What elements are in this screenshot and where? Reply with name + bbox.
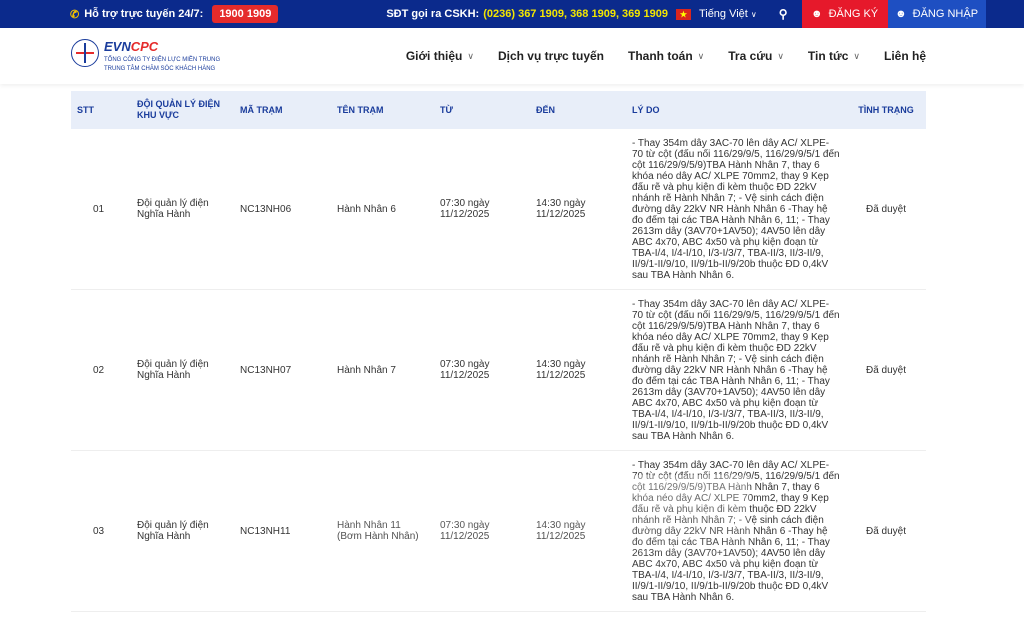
support-label: Hỗ trợ trực tuyến 24/7: <box>84 8 204 20</box>
column-header: ĐẾN <box>530 91 626 129</box>
nav-item-3[interactable]: Tra cứu ∨ <box>728 49 784 63</box>
cell-status: Đã duyệt <box>846 129 926 290</box>
logo[interactable]: EVNCPC TỔNG CÔNG TY ĐIỆN LỰC MIỀN TRUNG … <box>71 38 221 74</box>
language-selector[interactable]: Tiếng Việt ∨ <box>699 8 757 20</box>
column-header: STT <box>71 91 131 129</box>
cell-name: Hành Nhân 6 <box>331 129 434 290</box>
nav-item-0[interactable]: Giới thiệu ∨ <box>406 49 474 63</box>
chevron-down-icon: ∨ <box>777 50 784 61</box>
cell-code: NC13NH07 <box>234 289 331 451</box>
language-label: Tiếng Việt <box>698 8 748 20</box>
cskh-label: SĐT gọi ra CSKH: <box>386 8 480 20</box>
chevron-down-icon: ∨ <box>467 50 474 61</box>
user-icon: ☻ <box>895 8 907 20</box>
nav-label: Giới thiệu <box>405 49 463 63</box>
nav-item-4[interactable]: Tin tức ∨ <box>808 49 860 63</box>
nav-item-2[interactable]: Thanh toán ∨ <box>628 49 704 63</box>
nav-item-5[interactable]: Liên hệ <box>884 49 926 63</box>
nav-label: Tra cứu <box>728 49 773 63</box>
cell-name: Hành Nhân 11 (Bơm Hành Nhân) <box>331 450 434 612</box>
phone-icon: ✆ <box>70 8 80 21</box>
site-header: EVNCPC TỔNG CÔNG TY ĐIỆN LỰC MIỀN TRUNG … <box>0 28 1024 84</box>
column-header: TÊN TRẠM <box>331 91 434 129</box>
table-header-row: STT ĐỘI QUẢN LÝ ĐIỆN KHU VỰC MÃ TRẠM TÊN TR… <box>71 91 926 129</box>
nav-label: Thanh toán <box>628 49 693 63</box>
search-icon[interactable]: ⚲ <box>778 7 788 21</box>
cell-from: 07:30 ngày 11/12/2025 <box>434 450 530 612</box>
cell-to: 14:30 ngày 11/12/2025 <box>530 289 626 451</box>
nav-label: Dịch vụ trực tuyến <box>497 49 604 63</box>
cell-team: Đội quản lý điện Nghĩa Hành <box>131 289 234 451</box>
chevron-down-icon: ∨ <box>853 50 860 61</box>
login-button[interactable]: ☻ ĐĂNG NHẬP <box>887 0 986 28</box>
nav-label: Tin tức <box>807 49 849 63</box>
user-icon: ☻ <box>811 8 823 20</box>
cell-team: Đội quản lý điện Nghĩa Hành <box>131 129 234 290</box>
cell-reason: - Thay 354m dây 3AC-70 lên dây AC/ XLPE-… <box>626 129 846 290</box>
cell-from: 07:30 ngày 11/12/2025 <box>434 289 530 451</box>
top-bar: ✆ Hỗ trợ trực tuyến 24/7: 1900 1909 SĐT … <box>0 0 1024 28</box>
main-nav: Giới thiệu ∨ Dịch vụ trực tuyến Thanh toán ∨… <box>382 49 926 63</box>
column-header: MÃ TRẠM <box>234 91 331 129</box>
column-header: LÝ DO <box>626 91 846 129</box>
register-label: ĐĂNG KÝ <box>828 8 879 20</box>
nav-item-1[interactable]: Dịch vụ trực tuyến <box>498 49 604 63</box>
cell-status: Đã duyệt <box>846 289 926 451</box>
cell-stt: 03 <box>71 450 131 612</box>
table-row: 03 Đội quản lý điện Nghĩa Hành NC13NH11 Hàn… <box>71 450 926 612</box>
table-row: 02 Đội quản lý điện Nghĩa Hành NC13NH07 Hàn… <box>71 289 926 451</box>
outage-table: STT ĐỘI QUẢN LÝ ĐIỆN KHU VỰC MÃ TRẠM TÊN TR… <box>71 91 926 612</box>
cell-stt: 01 <box>71 129 131 290</box>
nav-label: Liên hệ <box>883 49 926 63</box>
column-header: ĐỘI QUẢN LÝ ĐIỆN KHU VỰC <box>131 91 234 129</box>
cell-to: 14:30 ngày 11/12/2025 <box>530 129 626 290</box>
vietnam-flag-icon: ★ <box>675 8 691 20</box>
cskh-numbers: (0236) 367 1909, 368 1909, 369 1909 <box>483 8 668 20</box>
register-button[interactable]: ☻ ĐĂNG KÝ <box>801 0 888 28</box>
cell-code: NC13NH06 <box>234 129 331 290</box>
cell-status: Đã duyệt <box>846 450 926 612</box>
login-label: ĐĂNG NHẬP <box>912 8 979 20</box>
cell-code: NC13NH11 <box>234 450 331 612</box>
hotline-badge[interactable]: 1900 1909 <box>212 5 279 23</box>
cell-from: 07:30 ngày 11/12/2025 <box>434 129 530 290</box>
cell-to: 14:30 ngày 11/12/2025 <box>530 450 626 612</box>
cell-stt: 02 <box>71 289 131 451</box>
table-row: 01 Đội quản lý điện Nghĩa Hành NC13NH06 Hàn… <box>71 129 926 290</box>
cell-reason: - Thay 354m dây 3AC-70 lên dây AC/ XLPE-… <box>626 289 846 451</box>
logo-name: EVNCPC <box>104 38 159 54</box>
chevron-down-icon: ∨ <box>697 50 705 61</box>
column-header: TỪ <box>434 91 530 129</box>
cell-reason: - Thay 354m dây 3AC-70 lên dây AC/ XLPE-… <box>626 450 846 612</box>
logo-line1: TỔNG CÔNG TY ĐIỆN LỰC MIỀN TRUNG <box>104 56 221 63</box>
column-header: TÌNH TRẠNG <box>846 91 926 129</box>
cell-team: Đội quản lý điện Nghĩa Hành <box>131 450 234 612</box>
logo-line2: TRUNG TÂM CHĂM SÓC KHÁCH HÀNG <box>104 65 216 72</box>
chevron-down-icon: ∨ <box>750 10 757 19</box>
cell-name: Hành Nhân 7 <box>331 289 434 451</box>
evn-logo-icon <box>71 38 99 67</box>
